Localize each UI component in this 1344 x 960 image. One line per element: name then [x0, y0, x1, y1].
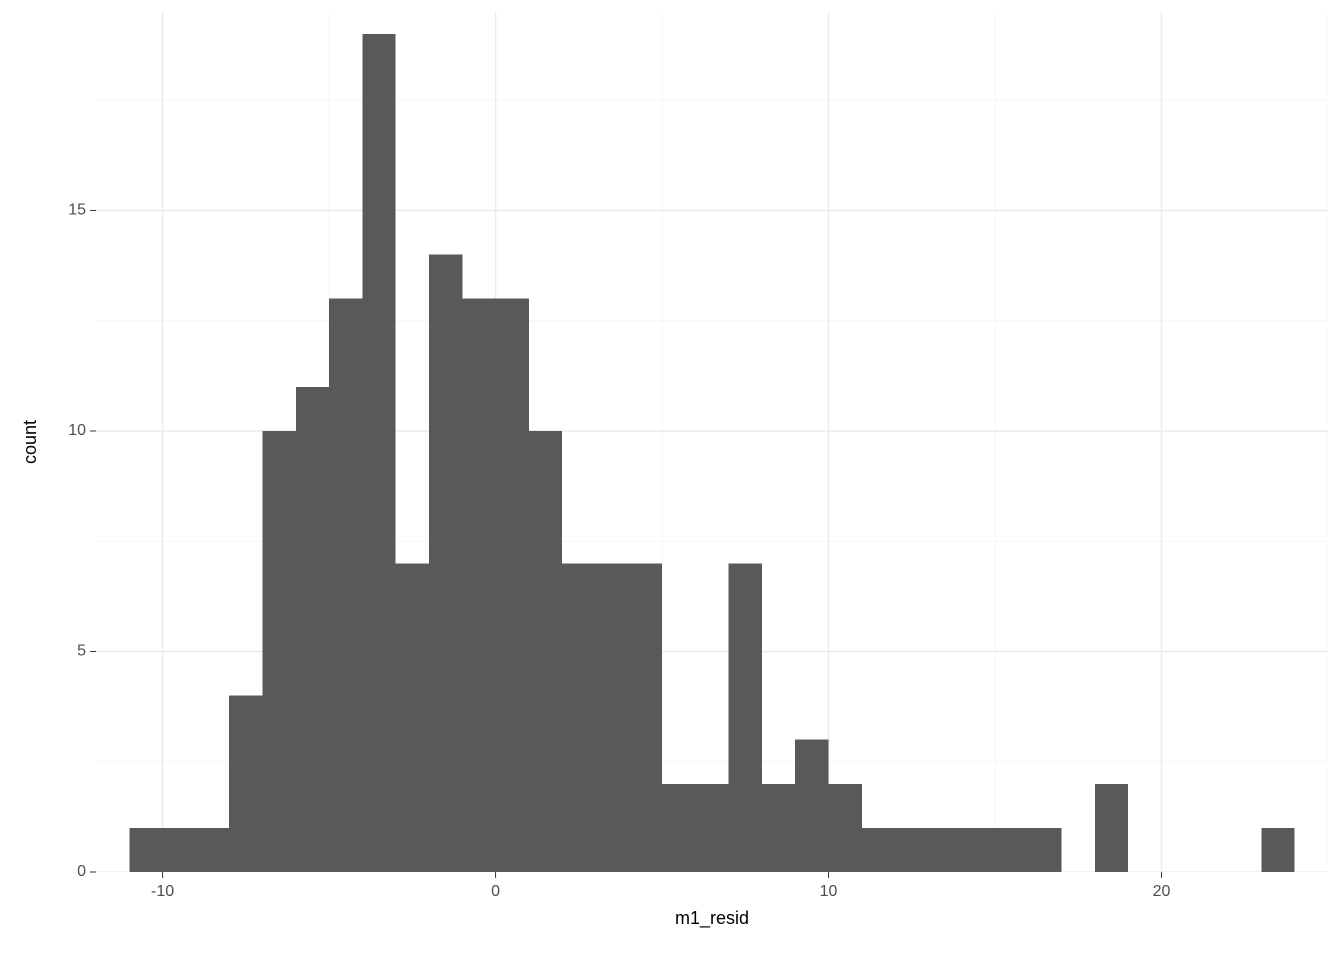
histogram-bar — [962, 828, 995, 872]
histogram-bar — [895, 828, 928, 872]
histogram-bar — [496, 299, 529, 872]
y-tick-label: 15 — [68, 202, 86, 219]
y-axis-title: count — [20, 420, 40, 464]
histogram-bar — [396, 563, 429, 872]
histogram-bar — [795, 740, 828, 872]
x-tick-label: 10 — [820, 883, 838, 900]
x-axis-title: m1_resid — [675, 908, 749, 929]
histogram-bar — [129, 828, 162, 872]
x-tick-label: 20 — [1153, 883, 1171, 900]
histogram-bar — [829, 784, 862, 872]
histogram-bar — [695, 784, 728, 872]
histogram-bar — [995, 828, 1028, 872]
histogram-bar — [229, 696, 262, 872]
histogram-bar — [196, 828, 229, 872]
histogram-bar — [362, 34, 395, 872]
y-tick-label: 0 — [77, 863, 86, 880]
histogram-bar — [529, 431, 562, 872]
histogram-bar — [762, 784, 795, 872]
y-tick-label: 10 — [68, 422, 86, 439]
histogram-bar — [163, 828, 196, 872]
histogram-bar — [1261, 828, 1294, 872]
histogram-bar — [662, 784, 695, 872]
histogram-bar — [629, 563, 662, 872]
histogram-bar — [595, 563, 628, 872]
y-tick-label: 5 — [77, 643, 86, 660]
histogram-bar — [329, 299, 362, 872]
histogram-bar — [429, 255, 462, 872]
histogram-bar — [928, 828, 961, 872]
histogram-bar — [729, 563, 762, 872]
x-tick-label: 0 — [491, 883, 500, 900]
chart-svg: -10 0 10 20 0 5 10 15 m1_resid count — [0, 0, 1344, 960]
histogram-chart: -10 0 10 20 0 5 10 15 m1_resid count — [0, 0, 1344, 960]
histogram-bar — [862, 828, 895, 872]
histogram-bar — [462, 299, 495, 872]
x-tick-label: -10 — [151, 883, 174, 900]
histogram-bar — [1028, 828, 1061, 872]
histogram-bar — [562, 563, 595, 872]
histogram-bar — [262, 431, 295, 872]
histogram-bar — [1095, 784, 1128, 872]
histogram-bar — [296, 387, 329, 872]
